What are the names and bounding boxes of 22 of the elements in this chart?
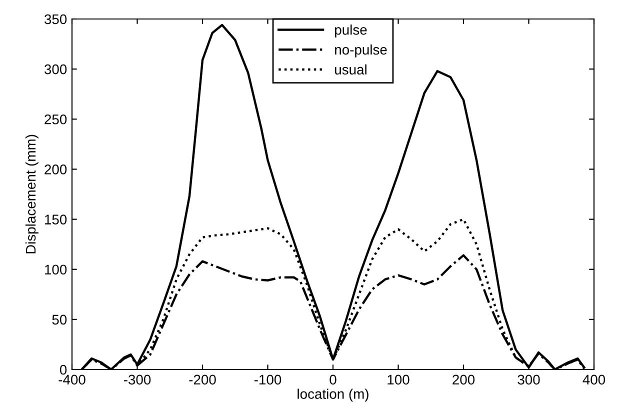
x-tick-label: -400	[58, 374, 86, 385]
x-tick-label: 200	[452, 374, 475, 385]
x-tick-label: -100	[254, 374, 282, 385]
x-tick-label: -300	[124, 374, 151, 385]
x-tick-label: 0	[330, 374, 336, 385]
x-tick-label: -200	[189, 374, 216, 385]
legend-label: pulse	[335, 24, 367, 38]
legend-label: usual	[335, 64, 366, 75]
y-tick-label: 300	[44, 64, 67, 74]
y-tick-label: 350	[44, 14, 67, 24]
x-tick-label: 400	[582, 374, 606, 385]
y-tick-label: 0	[60, 364, 67, 375]
y-tick-label: 250	[44, 114, 67, 124]
x-tick-label: 100	[388, 374, 410, 385]
y-axis-title: Displacement (mm)	[25, 134, 38, 254]
x-axis-title: location (m)	[298, 388, 368, 402]
x-tick-label: 300	[518, 374, 540, 385]
y-tick-label: 50	[52, 314, 67, 325]
legend-label: no-pulse	[335, 44, 387, 58]
y-tick-label: 150	[45, 214, 67, 224]
y-tick-label: 200	[44, 164, 67, 174]
y-tick-label: 100	[45, 264, 67, 275]
